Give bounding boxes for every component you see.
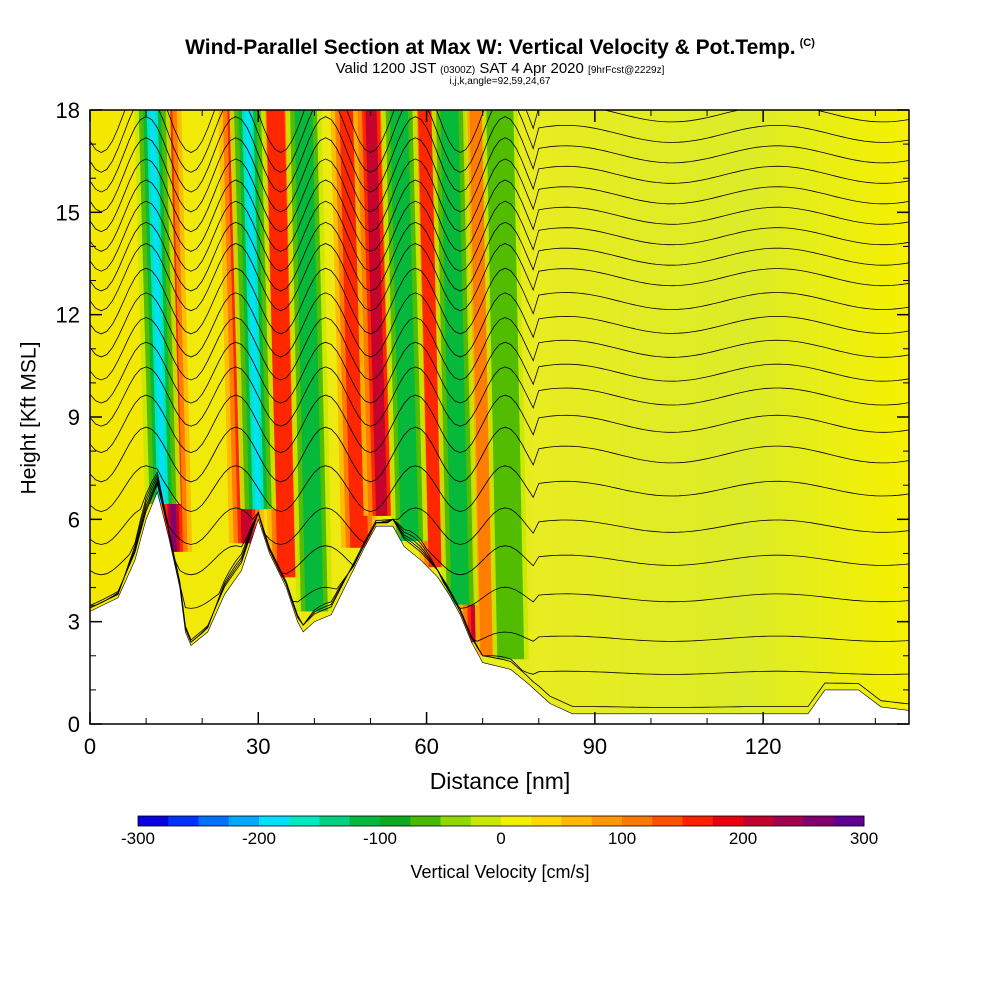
colorbar-swatch (410, 816, 441, 826)
colorbar-swatch (803, 816, 835, 826)
colorbar-swatch (228, 816, 260, 826)
theta-contour (90, 137, 909, 213)
theta-contour (90, 243, 909, 312)
downdraft-column (149, 110, 166, 504)
theta-contour (90, 179, 909, 252)
x-tick-label: 30 (246, 734, 270, 759)
colorbar-swatch (470, 816, 502, 826)
y-axis-label: Height [Kft MSL] (17, 341, 41, 495)
colorbar-tick-label: 300 (850, 829, 878, 848)
y-tick-label: 15 (56, 200, 80, 225)
colorbar-swatch (682, 816, 714, 826)
theta-contour (90, 479, 909, 643)
x-tick-label: 0 (84, 734, 96, 759)
colorbar: -300 -200 -100 0 100 200 300 (121, 815, 878, 848)
y-tick-label: 9 (68, 405, 80, 430)
theta-contour (90, 473, 909, 576)
colorbar-swatch (440, 816, 472, 826)
colorbar-swatch (138, 816, 169, 826)
colorbar-frame (137, 815, 865, 827)
colorbar-swatch (501, 816, 532, 826)
theta-contour (90, 110, 909, 173)
y-tick-label: 12 (56, 303, 80, 328)
colorbar-swatch (652, 816, 683, 826)
colorbar-tick-label: 200 (729, 829, 757, 848)
theta-contour (90, 465, 909, 513)
theta-contour (90, 200, 909, 272)
colorbar-swatch (198, 816, 230, 826)
colorbar-swatch (622, 816, 653, 826)
terrain (90, 491, 909, 724)
x-axis-label: Distance [nm] (429, 768, 571, 794)
downdraft-column (486, 110, 525, 660)
y-tick-label: 18 (56, 98, 80, 123)
colorbar-swatch (531, 816, 562, 826)
theta-contour (90, 394, 909, 454)
updraft-column (339, 110, 369, 548)
colorbar-swatch (259, 816, 290, 826)
colorbar-tick-label: 0 (496, 829, 505, 848)
colorbar-swatch (561, 816, 593, 826)
theta-contour (90, 483, 909, 708)
theta-contours (90, 110, 909, 708)
colorbar-swatch (773, 816, 804, 826)
chart-subtitle: Valid 1200 JST (0300Z) SAT 4 Apr 2020 [9… (335, 60, 665, 77)
theta-contour (90, 158, 909, 233)
colorbar-swatch (833, 816, 865, 826)
chart-indices: i,j,k,angle=92,59,24,67 (449, 76, 551, 87)
downdraft-column (244, 110, 262, 510)
x-tick-label: 60 (414, 734, 438, 759)
theta-contour (90, 116, 909, 193)
colorbar-swatch (712, 816, 744, 826)
theta-contour (90, 317, 909, 381)
downdraft-column (390, 110, 419, 541)
theta-contour (90, 471, 909, 545)
colorbar-swatch (319, 816, 351, 826)
y-tick-label: 0 (68, 712, 80, 737)
theta-contour (90, 292, 909, 358)
x-tick-label: 90 (583, 734, 607, 759)
theta-contour (90, 476, 909, 609)
theta-contour (90, 366, 909, 427)
colorbar-swatch (168, 816, 199, 826)
copyright-mark: (C) (799, 37, 815, 49)
theta-contour (90, 267, 909, 335)
colorbar-swatch (349, 816, 381, 826)
x-tick-label: 120 (745, 734, 782, 759)
colorbar-label: Vertical Velocity [cm/s] (410, 862, 590, 882)
theta-contour (90, 426, 909, 483)
theta-contour (90, 481, 909, 675)
theta-contour (90, 341, 909, 404)
colorbar-tick-label: -300 (121, 829, 155, 848)
chart-title: Wind-Parallel Section at Max W: Vertical… (185, 36, 815, 59)
colorbar-tick-label: 100 (608, 829, 636, 848)
theta-contour (90, 221, 909, 292)
colorbar-swatch (591, 816, 623, 826)
colorbar-tick-label: -200 (242, 829, 276, 848)
y-tick-label: 3 (68, 610, 80, 635)
y-tick-label: 6 (68, 507, 80, 532)
colorbar-tick-label: -100 (363, 829, 397, 848)
colorbar-swatch (289, 816, 320, 826)
colorbar-swatch (743, 816, 774, 826)
colorbar-swatch (380, 816, 411, 826)
